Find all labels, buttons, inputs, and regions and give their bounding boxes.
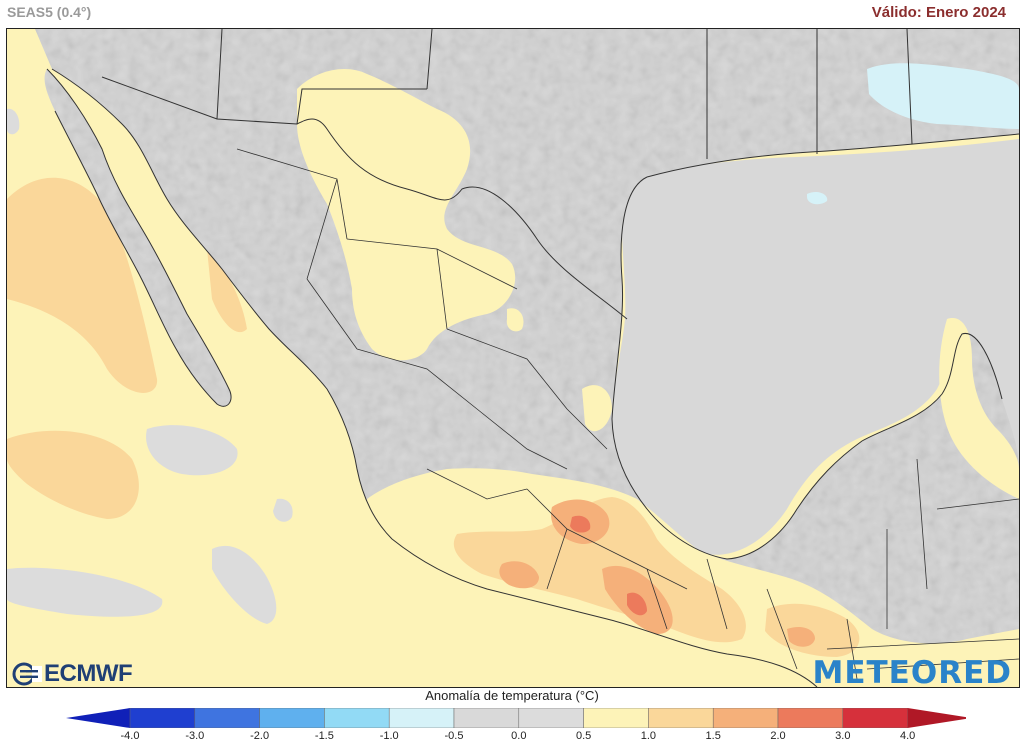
colorbar-segment xyxy=(648,708,714,728)
pacific-warm-anomaly-coast xyxy=(207,249,247,333)
colorbar-segment xyxy=(777,708,844,728)
colorbar-tick-label: 3.0 xyxy=(835,730,851,742)
model-label: SEAS5 (0.4°) xyxy=(7,4,92,20)
colorbar-tick-label: 4.0 xyxy=(899,730,916,742)
colorbar-segment xyxy=(712,708,779,728)
colorbar-segment xyxy=(842,708,908,728)
mexico-state-borders xyxy=(236,148,1019,680)
ecmwf-wordmark: ECMWF xyxy=(44,660,133,687)
north-mexico-light-anomaly xyxy=(297,69,516,361)
land-baja-california xyxy=(44,69,232,407)
northwest-corner-patch xyxy=(7,108,20,135)
colorbar xyxy=(66,708,966,728)
land-north xyxy=(35,29,1019,687)
pacific-neutral-patch-3 xyxy=(212,545,277,624)
us-mexico-border xyxy=(101,76,628,320)
colorbar-segment xyxy=(518,708,584,728)
pacific-warm-anomaly xyxy=(7,177,158,393)
coastline-baja xyxy=(46,68,232,407)
south-mexico-warm-anomaly xyxy=(453,497,746,643)
colorbar-segment xyxy=(388,708,455,728)
central-america-borders xyxy=(826,638,1019,670)
colorbar-tick-label: 0.5 xyxy=(575,730,592,742)
colorbar-high-arrow xyxy=(907,708,966,728)
colorbar-tick-label: -0.5 xyxy=(444,730,464,742)
chiapas-mid-anomaly xyxy=(787,627,815,647)
colorbar-tick-label: 1.0 xyxy=(640,730,657,742)
colorbar-segment xyxy=(324,708,390,728)
pacific-neutral-patch xyxy=(146,425,238,476)
gulf-light-anomaly-yucatan xyxy=(939,318,1019,499)
anomaly-map[interactable] xyxy=(6,28,1020,688)
chiapas-warm-anomaly xyxy=(765,603,860,657)
colorbar-segment xyxy=(129,708,196,728)
colorbar-ticks: -4.0 -3.0 -2.0 -1.5 -1.0 -0.5 0.0 0.5 1.0 1.5 2.0 3… xyxy=(0,730,1024,746)
strong-anomaly-spot-2 xyxy=(627,592,647,616)
colorbar-tick-label: -2.0 xyxy=(250,730,270,742)
colorbar-tick-label: -4.0 xyxy=(120,730,140,742)
political-borders xyxy=(46,29,1019,687)
colorbar-tick-label: -3.0 xyxy=(185,730,205,742)
colorbar-tick-label: -1.5 xyxy=(314,730,334,742)
michoacan-mid-anomaly xyxy=(499,561,539,589)
us-gulf-coast xyxy=(646,133,1019,178)
colorbar-tick-label: 1.5 xyxy=(705,730,721,742)
legend-title: Anomalía de temperatura (°C) xyxy=(425,688,599,703)
colorbar-segment xyxy=(583,708,649,728)
map-canvas xyxy=(7,29,1019,687)
us-state-borders xyxy=(216,29,913,159)
colorbar-segment xyxy=(453,708,520,728)
pacific-neutral-patch-4 xyxy=(273,498,293,522)
header: SEAS5 (0.4°) Válido: Enero 2024 xyxy=(0,0,1024,28)
cool-anomaly-louisiana xyxy=(867,63,1019,129)
colorbar-low-arrow xyxy=(66,708,130,728)
ecmwf-emblem-icon xyxy=(12,662,42,686)
gulf-of-mexico xyxy=(612,139,1019,555)
colorbar-segment xyxy=(194,708,260,728)
meteored-logo: METEORED xyxy=(812,655,1012,691)
ecmwf-logo: ECMWF xyxy=(12,660,133,688)
small-light-anomaly xyxy=(506,308,524,332)
valid-date-label: Válido: Enero 2024 xyxy=(871,4,1006,21)
coastline-gulf xyxy=(611,176,1003,560)
strong-anomaly-spot xyxy=(570,515,591,533)
colorbar-tick-label: 0.0 xyxy=(511,730,527,742)
colorbar-segment xyxy=(259,708,325,728)
colorbar-tick-label: 2.0 xyxy=(770,730,786,742)
pacific-neutral-patch-2 xyxy=(7,567,163,617)
colorbar-tick-label: -1.0 xyxy=(379,730,399,742)
sierra-light-anomaly xyxy=(582,385,612,432)
pacific-warm-anomaly-south xyxy=(7,430,139,519)
cool-anomaly-coast xyxy=(807,191,828,205)
coastline-pacific xyxy=(51,68,818,687)
